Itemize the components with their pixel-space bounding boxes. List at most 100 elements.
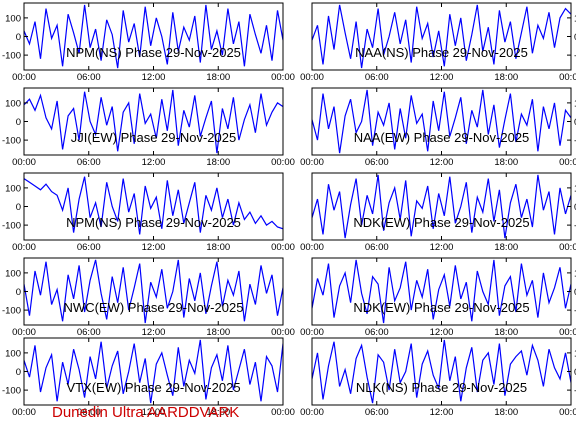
x-tick-label: 00:00 [271,242,295,253]
plot-title: NAA(EW) Phase 29-Nov-2025 [354,130,530,145]
y-tick-label: 100 [5,98,21,109]
phase-plot: 100 0 -100 00:00 06:00 12:00 18:00 00:00 JJI(EW)… [2,87,295,168]
phase-plot: 100 0 -100 00:00 06:00 12:00 18:00 00:00 NDK(EW)… [300,172,576,253]
y-tick-label: 100 [5,268,21,279]
x-tick-label: 00:00 [12,72,36,83]
y-tick-label: 0 [16,287,21,298]
x-tick-label: 12:00 [142,157,166,168]
x-tick-label: 00:00 [271,327,295,338]
x-tick-label: 18:00 [494,157,518,168]
x-tick-label: 18:00 [494,242,518,253]
x-tick-label: 00:00 [12,407,36,418]
y-tick-label: -100 [574,51,576,62]
x-tick-label: 12:00 [430,242,454,253]
phase-series-line [24,176,283,235]
phase-series-line [312,174,571,239]
x-tick-label: 18:00 [206,157,230,168]
x-tick-label: 00:00 [559,72,576,83]
phase-series-line [24,4,283,69]
y-tick-label: 100 [574,98,576,109]
x-tick-label: 12:00 [142,72,166,83]
plot-title: NPM(NS) Phase 29-Nov-2025 [66,45,241,60]
y-tick-label: 0 [574,287,576,298]
phase-plot: 100 0 -100 00:00 06:00 12:00 18:00 00:00 NPM(NS)… [2,172,295,253]
x-tick-label: 12:00 [142,242,166,253]
x-tick-label: 00:00 [271,407,295,418]
y-tick-label: 0 [574,202,576,213]
phase-series-line [312,89,571,154]
phase-series-line [24,259,283,324]
x-tick-label: 06:00 [77,407,101,418]
y-tick-label: 0 [574,32,576,43]
phase-plot: 100 0 -100 00:00 06:00 12:00 18:00 00:00 NPM(NS)… [2,2,295,83]
y-tick-label: -100 [574,136,576,147]
x-tick-label: 18:00 [494,72,518,83]
x-tick-label: 00:00 [12,242,36,253]
x-tick-label: 06:00 [365,72,389,83]
x-tick-label: 12:00 [430,327,454,338]
plot-title: VTX(EW) Phase 29-Nov-2025 [66,380,240,395]
y-tick-label: -100 [2,386,21,397]
phase-plot: 100 0 -100 00:00 06:00 12:00 18:00 00:00 VTX(EW)… [2,337,295,418]
x-tick-label: 00:00 [12,327,36,338]
x-tick-label: 06:00 [77,72,101,83]
y-tick-label: 100 [574,268,576,279]
x-tick-label: 12:00 [430,72,454,83]
phase-plot: 100 0 -100 00:00 06:00 12:00 18:00 00:00 NLK(NS)… [300,337,576,418]
phase-plot: 100 0 -100 00:00 06:00 12:00 18:00 00:00 NAA(NS)… [300,2,576,83]
plot-title: NWC(EW) Phase 29-Nov-2025 [64,300,244,315]
phase-series-line [312,339,571,404]
x-tick-label: 00:00 [300,72,324,83]
phase-plot: 100 0 -100 00:00 06:00 12:00 18:00 00:00 NAA(EW)… [300,87,576,168]
y-tick-label: 100 [5,183,21,194]
y-tick-label: 100 [5,348,21,359]
plot-title: NLK(NS) Phase 29-Nov-2025 [356,380,527,395]
plot-title: NDK(EW) Phase 29-Nov-2025 [353,215,529,230]
x-tick-label: 00:00 [559,157,576,168]
x-tick-label: 12:00 [142,407,166,418]
x-tick-label: 06:00 [365,407,389,418]
y-tick-label: -100 [2,51,21,62]
phase-plot: 100 0 -100 00:00 06:00 12:00 18:00 00:00 NDK(EW)… [300,257,576,338]
x-tick-label: 00:00 [271,157,295,168]
x-tick-label: 18:00 [206,72,230,83]
x-tick-label: 18:00 [206,327,230,338]
x-tick-label: 00:00 [300,407,324,418]
x-tick-label: 06:00 [365,242,389,253]
y-tick-label: 100 [574,348,576,359]
phase-series-line [312,259,571,324]
plot-title: NPM(NS) Phase 29-Nov-2025 [66,215,241,230]
y-tick-label: 100 [574,183,576,194]
y-tick-label: 0 [574,367,576,378]
y-tick-label: 0 [16,32,21,43]
y-tick-label: 0 [16,367,21,378]
y-tick-label: -100 [574,306,576,317]
x-tick-label: 18:00 [494,407,518,418]
x-tick-label: 06:00 [77,327,101,338]
x-tick-label: 06:00 [365,157,389,168]
plot-title: NDK(EW) Phase 29-Nov-2025 [353,300,529,315]
x-tick-label: 06:00 [77,157,101,168]
footer-label: Dunedin Ultra AARDDVARK [52,404,240,421]
x-tick-label: 12:00 [142,327,166,338]
y-tick-label: -100 [2,136,21,147]
x-tick-label: 00:00 [12,157,36,168]
plot-title: NAA(NS) Phase 29-Nov-2025 [355,45,528,60]
x-tick-label: 12:00 [430,407,454,418]
y-tick-label: 0 [16,117,21,128]
x-tick-label: 18:00 [206,242,230,253]
x-tick-label: 00:00 [300,242,324,253]
x-tick-label: 18:00 [494,327,518,338]
y-tick-label: 0 [16,202,21,213]
x-tick-label: 00:00 [300,157,324,168]
y-tick-label: -100 [2,306,21,317]
y-tick-label: -100 [574,386,576,397]
y-tick-label: -100 [574,221,576,232]
x-tick-label: 06:00 [365,327,389,338]
phase-series-line [312,4,571,69]
x-tick-label: 00:00 [559,407,576,418]
x-tick-label: 00:00 [271,72,295,83]
x-tick-label: 00:00 [300,327,324,338]
y-tick-label: 0 [574,117,576,128]
